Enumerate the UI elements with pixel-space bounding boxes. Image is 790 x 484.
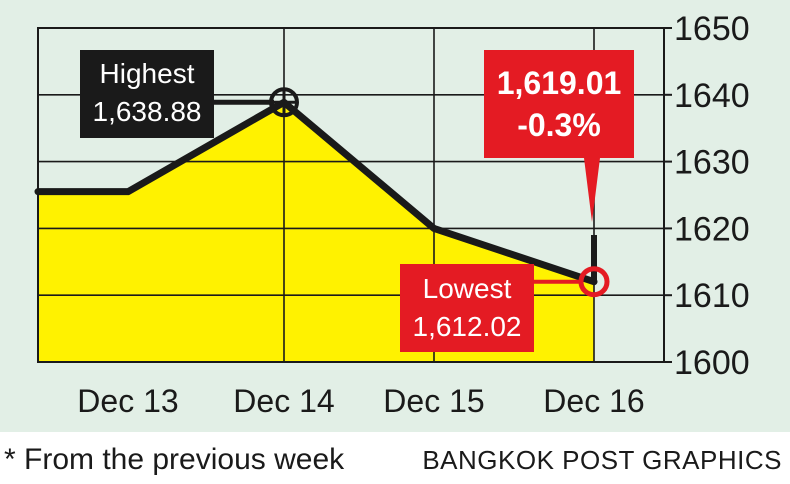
x-tick-label: Dec 15 [383, 383, 484, 419]
y-tick-label-1610: 1610 [674, 277, 750, 315]
close-callout-box [484, 50, 634, 222]
x-tick-label: Dec 14 [233, 383, 334, 419]
footnote: * From the previous week [4, 443, 345, 476]
low-marker [578, 266, 610, 298]
y-tick-label-1640: 1640 [674, 77, 750, 115]
low-callout-box [400, 264, 534, 352]
credit: BANGKOK POST GRAPHICS [422, 445, 782, 475]
close-callout-change: -0.3% [517, 107, 601, 143]
y-tick-label-1650: 1650 [674, 10, 750, 48]
x-tick-label: Dec 16 [543, 383, 644, 419]
high-callout-value: 1,638.88 [93, 96, 202, 127]
y-tick-label-1630: 1630 [674, 144, 750, 182]
low-callout-title: Lowest [423, 273, 512, 304]
line-chart: 1600 1610 1620 1630 1640 1650 Dec 13 Dec 14 Dec… [34, 10, 750, 419]
low-callout-value: 1,612.02 [413, 311, 522, 342]
close-callout-value: 1,619.01 [497, 65, 622, 101]
y-tick-label-1620: 1620 [674, 210, 750, 248]
high-callout-box [80, 50, 214, 138]
high-callout-title: Highest [100, 58, 195, 89]
y-tick-label-1600: 1600 [674, 344, 750, 382]
x-tick-label: Dec 13 [77, 383, 178, 419]
